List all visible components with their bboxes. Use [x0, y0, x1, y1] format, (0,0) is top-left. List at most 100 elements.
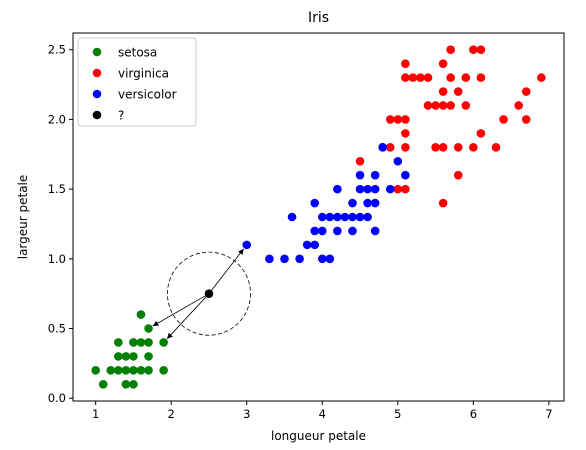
legend-marker: [92, 110, 102, 120]
point-series-0: [106, 366, 116, 375]
point-series-2: [370, 184, 380, 194]
point-series-2: [310, 240, 320, 250]
plot-area: [91, 45, 546, 389]
point-series-0: [129, 338, 138, 347]
point-series-0: [129, 352, 138, 361]
point-series-0: [121, 352, 131, 361]
point-series-1: [401, 143, 410, 152]
point-series-1: [476, 129, 486, 138]
point-series-1: [446, 101, 455, 110]
point-series-2: [333, 226, 342, 236]
point-series-1: [401, 73, 410, 82]
point-series-0: [129, 366, 138, 375]
point-series-2: [370, 170, 380, 180]
point-series-1: [438, 59, 448, 68]
point-series-2: [287, 212, 297, 222]
y-tick-label: 0.0: [48, 391, 66, 405]
point-series-0: [144, 366, 153, 375]
point-series-1: [438, 101, 448, 110]
point-series-1: [385, 143, 395, 152]
x-axis-ticks: 1 2 3 4 5 6 7: [92, 401, 553, 421]
x-tick-label: 3: [243, 407, 250, 421]
point-series-0: [121, 379, 131, 389]
point-series-1: [521, 87, 531, 96]
point-series-1: [438, 198, 448, 208]
point-series-1: [438, 87, 448, 96]
legend-label: virginica: [118, 67, 169, 81]
chart-title: Iris: [308, 10, 329, 26]
neighborhood-circle: [167, 251, 251, 336]
point-series-0: [129, 379, 138, 389]
point-series-0: [144, 352, 153, 361]
point-series-2: [348, 198, 357, 208]
point-series-0: [98, 379, 108, 389]
legend-label: setosa: [118, 46, 157, 60]
point-series-1: [469, 143, 478, 152]
point-series-0: [114, 366, 123, 375]
point-series-2: [348, 212, 357, 222]
point-series-1: [453, 87, 463, 96]
point-series-0: [159, 338, 168, 347]
x-tick-label: 4: [319, 407, 326, 421]
y-tick-label: 2.0: [48, 112, 66, 126]
neighbor-arrow: [208, 248, 244, 294]
point-series-0: [114, 352, 123, 361]
point-series-2: [333, 184, 342, 194]
point-series-1: [491, 143, 501, 152]
point-series-1: [423, 101, 433, 110]
x-tick-label: 2: [168, 407, 175, 421]
point-series-2: [363, 212, 372, 222]
point-series-2: [340, 212, 350, 222]
point-series-2: [355, 184, 365, 194]
point-series-0: [114, 338, 123, 347]
point-series-1: [446, 73, 455, 82]
neighbor-arrow: [166, 293, 210, 340]
x-tick-label: 6: [470, 407, 477, 421]
point-series-1: [393, 115, 403, 124]
point-series-0: [144, 324, 153, 333]
point-series-2: [280, 254, 289, 264]
point-series-2: [310, 198, 320, 208]
point-series-1: [355, 156, 365, 166]
point-series-2: [295, 254, 304, 264]
point-series-2: [355, 212, 365, 222]
point-series-0: [136, 366, 146, 375]
point-series-1: [446, 45, 455, 55]
legend-label: versicolor: [118, 88, 177, 102]
point-series-1: [453, 170, 463, 180]
point-series-1: [537, 73, 546, 82]
point-series-2: [363, 184, 372, 194]
point-series-2: [317, 226, 327, 236]
point-series-1: [408, 73, 418, 82]
point-series-2: [242, 240, 252, 250]
point-series-2: [325, 254, 335, 264]
point-series-0: [136, 338, 146, 347]
point-series-0: [136, 310, 146, 319]
point-series-2: [378, 143, 388, 152]
y-tick-label: 2.5: [48, 43, 66, 57]
point-series-2: [355, 170, 365, 180]
point-series-1: [476, 45, 486, 55]
legend: setosa virginica versicolor?: [77, 37, 197, 127]
y-tick-label: 1.0: [48, 252, 66, 266]
plot-frame: [72, 32, 565, 402]
point-series-2: [265, 254, 274, 264]
point-series-2: [317, 254, 327, 264]
point-series-1: [423, 73, 433, 82]
point-series-1: [416, 73, 425, 82]
point-series-1: [401, 59, 410, 68]
y-axis-ticks: 0.0 0.5 1.0 1.5 2.0 2.5: [48, 43, 73, 405]
point-series-2: [401, 170, 410, 180]
legend-marker: [92, 89, 102, 99]
x-tick-label: 1: [92, 407, 99, 421]
point-series-2: [348, 226, 357, 236]
point-series-2: [363, 198, 372, 208]
point-series-1: [499, 115, 508, 124]
point-series-2: [333, 212, 342, 222]
x-tick-label: 5: [394, 407, 401, 421]
point-series-0: [121, 366, 131, 375]
point-series-2: [317, 212, 327, 222]
y-axis-label: largeur petale: [16, 175, 30, 260]
x-axis-label: longueur petale: [271, 429, 366, 443]
